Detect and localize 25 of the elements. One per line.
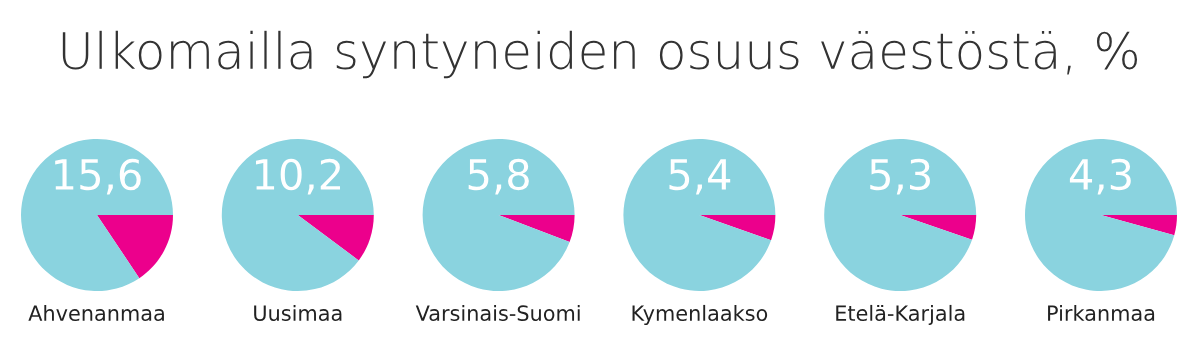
text: Uusimaa <box>254 304 342 322</box>
text: 5,3 <box>870 158 930 195</box>
pie-slice <box>297 215 374 261</box>
text: Ahvenanmaa <box>28 304 164 322</box>
pie-slice <box>422 139 575 291</box>
pie-slice <box>21 139 173 291</box>
pie-slice <box>498 215 575 243</box>
pie-slice <box>1025 139 1177 291</box>
pie-slice <box>699 215 776 241</box>
text: 4,3 <box>1069 158 1131 195</box>
text: Etelä-Karjala <box>836 304 965 326</box>
text: 5,8 <box>468 158 529 195</box>
pie-slice <box>1101 215 1177 236</box>
text: 15,6 <box>55 158 141 195</box>
text: Kymenlaakso <box>632 304 768 326</box>
text: Ulkomailla syntyneiden osuus väestöstä, % <box>62 30 1138 79</box>
pie-slice <box>900 215 977 240</box>
text: Pirkanmaa <box>1048 304 1155 322</box>
pie-slice <box>824 139 977 291</box>
pie-slice <box>623 139 776 291</box>
pie-slice <box>97 215 173 279</box>
text: Varsinais-Suomi <box>415 304 580 322</box>
text: 5,4 <box>669 159 731 195</box>
pie-slice <box>221 139 374 291</box>
text: 10,2 <box>255 158 341 195</box>
